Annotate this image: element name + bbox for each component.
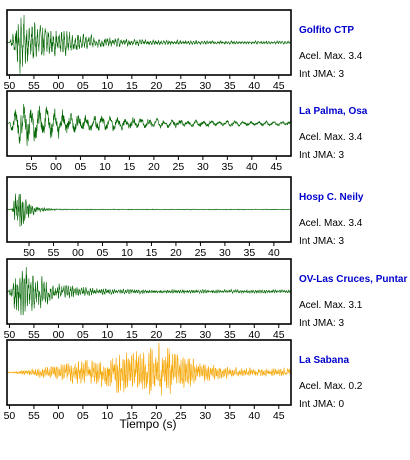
x-tick-label: 25 — [175, 410, 187, 422]
waveform-trace — [6, 193, 292, 227]
x-tick-label: 30 — [199, 80, 211, 92]
x-tick-label: 55 — [48, 247, 60, 259]
x-tick-label: 00 — [72, 247, 84, 259]
x-tick-label: 05 — [75, 161, 87, 173]
x-tick-label: 45 — [270, 161, 282, 173]
x-tick-label: 15 — [126, 329, 138, 341]
panel-frame — [6, 90, 292, 157]
waveform-trace — [6, 342, 292, 396]
x-tick-label: 15 — [146, 247, 158, 259]
x-tick-label: 25 — [173, 161, 185, 173]
waveform-trace — [6, 266, 292, 316]
x-tick-label: 45 — [273, 80, 285, 92]
station-label: La Palma, Osa — [299, 106, 368, 117]
station-label: Hosp C. Neily — [299, 192, 364, 203]
x-tick-label: 10 — [102, 80, 114, 92]
x-tick-label: 20 — [151, 329, 163, 341]
x-axis-label: Tiempo (s) — [120, 417, 177, 431]
x-tick-label: 40 — [248, 329, 260, 341]
x-tick-label: 30 — [199, 329, 211, 341]
x-tick-label: 05 — [77, 410, 89, 422]
int-jma-label: Int JMA: 3 — [299, 318, 344, 329]
station-label: Golfito CTP — [299, 25, 354, 36]
x-tick-label: 20 — [148, 161, 160, 173]
x-tick-label: 40 — [268, 247, 280, 259]
panel-frame — [6, 176, 292, 243]
x-tick-label: 25 — [195, 247, 207, 259]
x-tick-label: 50 — [4, 410, 16, 422]
x-tick-label: 50 — [4, 329, 16, 341]
x-tick-label: 10 — [102, 329, 114, 341]
x-tick-label: 20 — [151, 410, 163, 422]
int-jma-label: Int JMA: 3 — [299, 150, 344, 161]
x-tick-label: 55 — [28, 80, 40, 92]
x-tick-label: 35 — [224, 329, 236, 341]
x-tick-label: 55 — [28, 410, 40, 422]
x-tick-label: 00 — [53, 410, 65, 422]
x-tick-label: 00 — [53, 80, 65, 92]
x-tick-label: 05 — [97, 247, 109, 259]
x-tick-label: 35 — [244, 247, 256, 259]
x-tick-label: 55 — [26, 161, 38, 173]
x-tick-label: 50 — [4, 80, 16, 92]
x-tick-label: 45 — [273, 329, 285, 341]
int-jma-label: Int JMA: 3 — [299, 236, 344, 247]
x-tick-label: 15 — [124, 161, 136, 173]
x-tick-label: 05 — [77, 329, 89, 341]
x-tick-label: 45 — [273, 410, 285, 422]
x-tick-label: 30 — [219, 247, 231, 259]
x-tick-label: 30 — [199, 410, 211, 422]
x-tick-label: 00 — [53, 329, 65, 341]
x-tick-label: 35 — [224, 410, 236, 422]
x-tick-label: 15 — [126, 80, 138, 92]
acel-max-label: Acel. Max. 3.1 — [299, 300, 363, 311]
x-tick-label: 10 — [99, 161, 111, 173]
x-tick-label: 10 — [121, 247, 133, 259]
panel-frame — [6, 339, 292, 406]
acel-max-label: Acel. Max. 0.2 — [299, 381, 363, 392]
acel-max-label: Acel. Max. 3.4 — [299, 51, 363, 62]
x-tick-label: 15 — [126, 410, 138, 422]
x-tick-label: 40 — [246, 161, 258, 173]
waveform-trace — [6, 103, 292, 146]
int-jma-label: Int JMA: 3 — [299, 69, 344, 80]
x-tick-label: 30 — [197, 161, 209, 173]
waveform-trace — [6, 15, 292, 74]
x-tick-label: 40 — [248, 410, 260, 422]
station-label: OV-Las Cruces, Puntar — [299, 274, 407, 285]
x-tick-label: 50 — [23, 247, 35, 259]
panel-frame — [6, 258, 292, 325]
x-tick-label: 40 — [248, 80, 260, 92]
x-tick-label: 55 — [28, 329, 40, 341]
x-tick-label: 35 — [222, 161, 234, 173]
acel-max-label: Acel. Max. 3.4 — [299, 218, 363, 229]
panel-frame — [6, 9, 292, 76]
x-tick-label: 20 — [170, 247, 182, 259]
x-tick-label: 35 — [224, 80, 236, 92]
x-tick-label: 00 — [50, 161, 62, 173]
x-tick-label: 25 — [175, 80, 187, 92]
int-jma-label: Int JMA: 0 — [299, 399, 344, 410]
x-tick-label: 25 — [175, 329, 187, 341]
x-tick-label: 10 — [102, 410, 114, 422]
x-tick-label: 05 — [77, 80, 89, 92]
x-tick-label: 20 — [151, 80, 163, 92]
station-label: La Sabana — [299, 355, 349, 366]
acel-max-label: Acel. Max. 3.4 — [299, 132, 363, 143]
